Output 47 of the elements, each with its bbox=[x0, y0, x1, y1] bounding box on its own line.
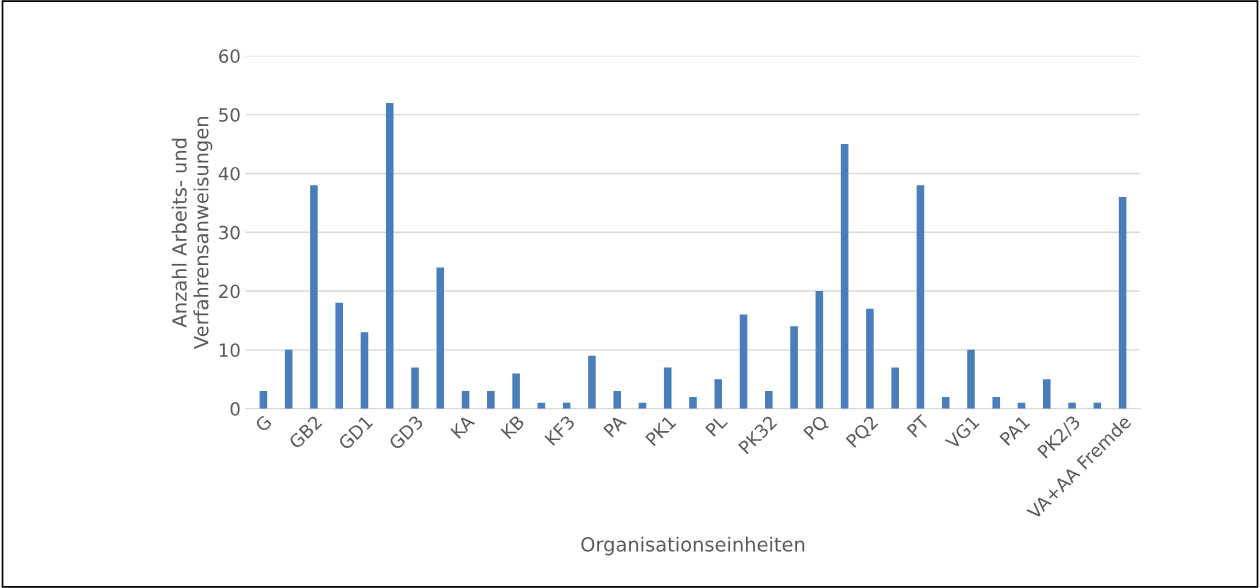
y-tick-label: 20 bbox=[219, 284, 240, 299]
x-tick-label: PL bbox=[705, 413, 728, 437]
bar bbox=[613, 391, 621, 409]
x-tick-label: PA1 bbox=[999, 415, 1031, 446]
bar bbox=[992, 396, 1001, 409]
bar bbox=[436, 267, 445, 409]
x-tick-label: PQ bbox=[803, 414, 830, 442]
bar bbox=[512, 373, 520, 409]
bar bbox=[891, 367, 899, 409]
x-tick-label: PT bbox=[906, 413, 931, 438]
y-tick-label: 50 bbox=[219, 108, 240, 122]
x-axis-title: Organisationseinheiten bbox=[581, 536, 805, 556]
x-tick-label: KA bbox=[450, 414, 476, 439]
bar bbox=[588, 355, 596, 409]
bar bbox=[1118, 196, 1127, 409]
bar bbox=[714, 379, 723, 409]
y-tick-label: 40 bbox=[218, 166, 240, 181]
y-tick-label: 30 bbox=[219, 225, 240, 240]
bar bbox=[689, 396, 697, 409]
y-tick-label: 10 bbox=[219, 343, 240, 357]
x-tick-label: VG1 bbox=[944, 414, 980, 451]
bar bbox=[385, 102, 394, 409]
bar bbox=[739, 314, 748, 409]
y-axis-title: Anzahl Arbeits- und Verfahrensanweisungen bbox=[171, 117, 213, 349]
x-tick-label: PA bbox=[603, 414, 627, 438]
bar bbox=[866, 308, 874, 409]
bar bbox=[967, 349, 975, 409]
x-tick-label: G bbox=[254, 414, 273, 433]
x-tick-label: KF3 bbox=[544, 414, 576, 446]
bar bbox=[790, 326, 798, 409]
bar bbox=[360, 332, 369, 409]
bar bbox=[1043, 379, 1051, 409]
x-tick-label: KB bbox=[500, 414, 525, 440]
y-tick-label: 60 bbox=[219, 49, 240, 63]
bar bbox=[335, 302, 343, 409]
y-tick-label: 0 bbox=[230, 402, 240, 416]
bar bbox=[310, 185, 318, 409]
bar bbox=[411, 367, 419, 409]
bar bbox=[916, 185, 925, 409]
bar bbox=[840, 144, 849, 409]
bar bbox=[284, 349, 293, 409]
x-tick-label: PK1 bbox=[645, 415, 677, 447]
bar bbox=[487, 391, 495, 409]
bar bbox=[765, 391, 773, 409]
bar bbox=[815, 291, 824, 409]
bar bbox=[663, 367, 672, 409]
bar bbox=[941, 396, 950, 409]
